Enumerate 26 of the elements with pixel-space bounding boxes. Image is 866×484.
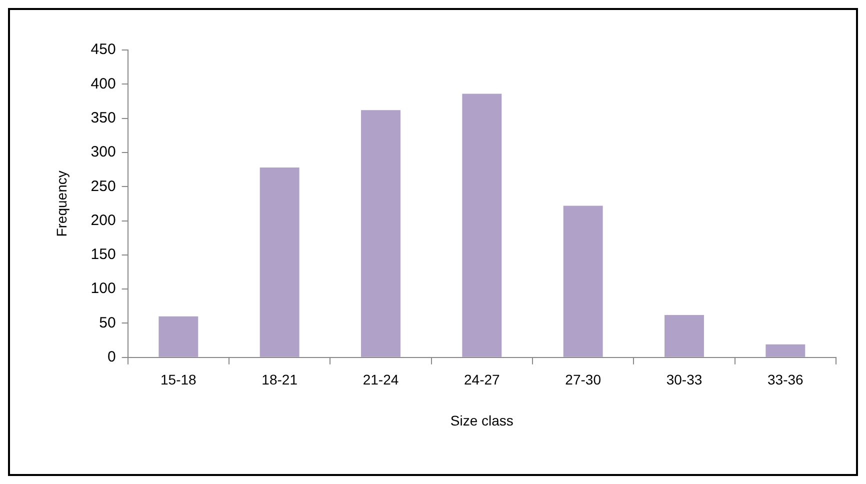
y-tick-label: 150 (90, 246, 116, 264)
x-tick-label: 27-30 (565, 372, 602, 388)
y-tick-label: 450 (90, 41, 116, 58)
bar (361, 110, 400, 357)
y-tick-label: 300 (90, 144, 116, 161)
x-axis-title: Size class (450, 412, 514, 428)
y-tick-label: 0 (107, 348, 116, 366)
y-tick-label: 400 (90, 75, 116, 92)
x-tick-label: 24-27 (464, 372, 500, 388)
y-axis-title: Frequency (53, 170, 70, 237)
x-tick-label: 18-21 (262, 372, 298, 388)
bar (664, 315, 704, 357)
x-tick-label: 30-33 (666, 372, 702, 388)
bar (766, 344, 806, 357)
y-tick-label: 200 (90, 212, 116, 229)
bar (158, 316, 198, 357)
bar (563, 206, 603, 357)
x-tick-label: 21-24 (362, 372, 399, 388)
x-tick-label: 15-18 (160, 372, 197, 388)
y-tick-label: 50 (99, 314, 116, 332)
bar (462, 94, 502, 357)
y-tick-label: 250 (90, 178, 116, 195)
bar (260, 167, 300, 357)
x-tick-label: 33-36 (768, 372, 804, 388)
y-tick-label: 350 (90, 109, 116, 126)
y-tick-label: 100 (90, 280, 116, 298)
